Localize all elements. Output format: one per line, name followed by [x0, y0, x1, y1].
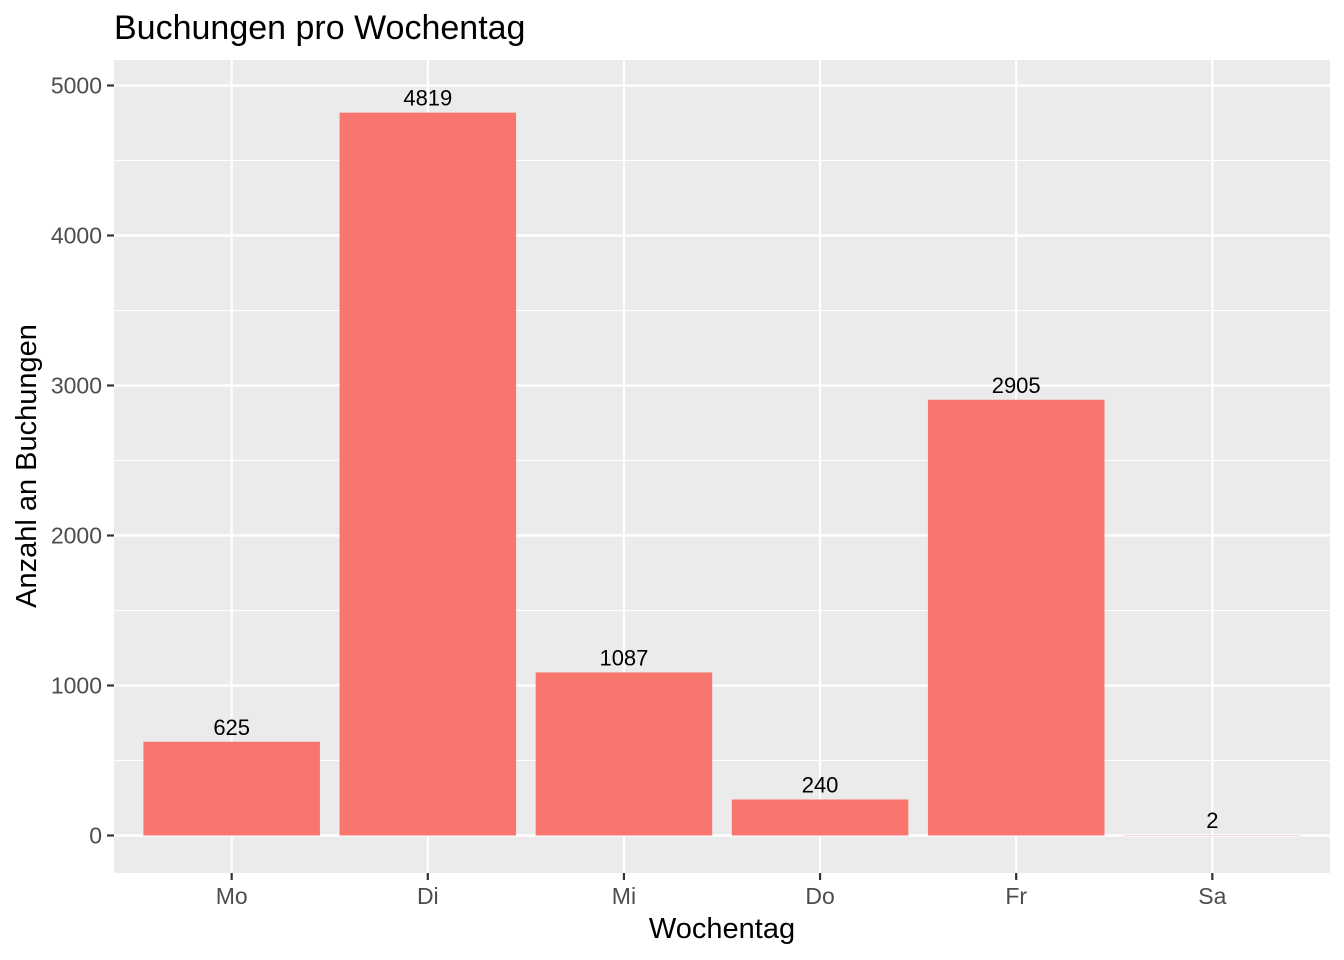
- chart-title: Buchungen pro Wochentag: [114, 9, 525, 47]
- x-tick-label: Di: [417, 883, 439, 909]
- y-tick-label: 1000: [51, 673, 102, 699]
- bar-di: [339, 112, 517, 836]
- grid-major: [114, 60, 1330, 873]
- plot-panel: [114, 60, 1330, 873]
- x-axis-title: Wochentag: [649, 913, 795, 945]
- y-tick-label: 2000: [51, 523, 102, 549]
- y-axis: 0 1000 2000 3000 4000 5000: [51, 73, 114, 849]
- y-axis-title: Anzahl an Buchungen: [11, 324, 43, 608]
- y-tick-label: 0: [89, 823, 102, 849]
- bars: [143, 112, 1301, 836]
- x-tick-label: Mi: [612, 883, 636, 909]
- y-tick-label: 5000: [51, 73, 102, 99]
- bar-mi: [535, 672, 713, 836]
- bar-mo: [143, 741, 320, 836]
- x-tick-label: Mo: [216, 883, 248, 909]
- x-tick-label: Sa: [1198, 883, 1226, 909]
- x-tick-label: Fr: [1005, 883, 1027, 909]
- data-label-mi: 1087: [599, 645, 648, 670]
- data-label-sa: 2: [1206, 808, 1218, 833]
- data-labels: 625 4819 1087 240 2905 2: [213, 86, 1218, 834]
- bar-do: [731, 799, 909, 836]
- x-axis: Mo Di Mi Do Fr Sa: [216, 873, 1227, 909]
- data-label-fr: 2905: [992, 373, 1041, 398]
- bar-fr: [927, 399, 1105, 836]
- y-tick-label: 4000: [51, 223, 102, 249]
- data-label-mo: 625: [213, 715, 250, 740]
- y-tick-label: 3000: [51, 373, 102, 399]
- data-label-do: 240: [802, 773, 839, 798]
- x-tick-label: Do: [805, 883, 834, 909]
- data-label-di: 4819: [403, 86, 452, 111]
